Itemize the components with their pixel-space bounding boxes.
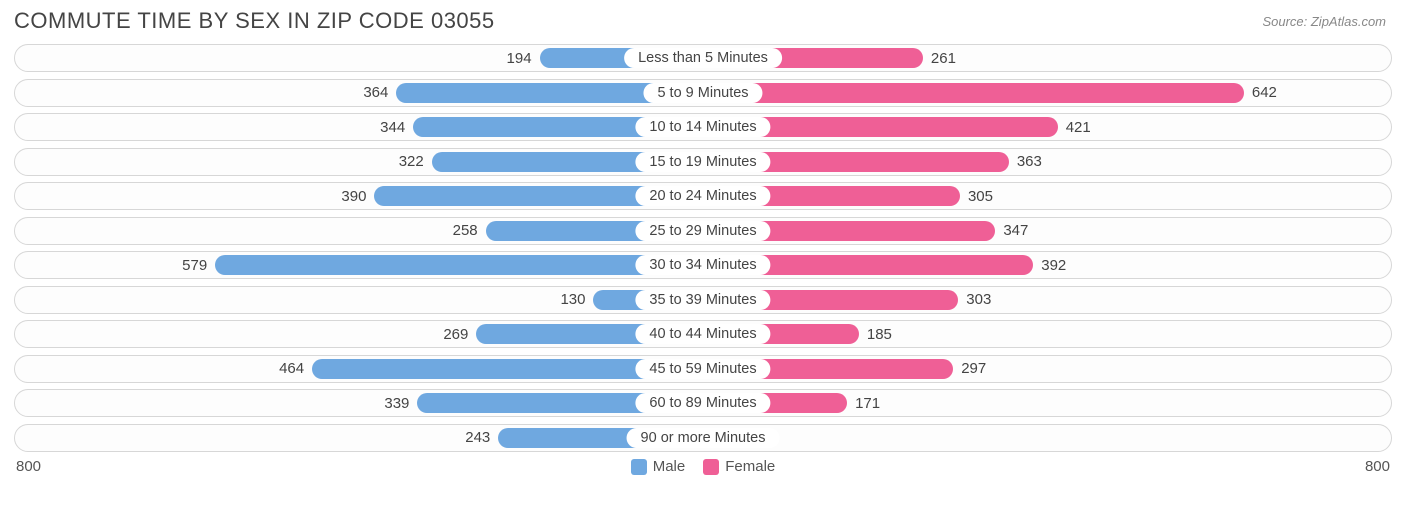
- bar-row: 344 421 10 to 14 Minutes: [14, 113, 1392, 141]
- chart-area: 194 261 Less than 5 Minutes 364 642 5 to 9 Mi…: [0, 40, 1406, 452]
- value-male: 258: [445, 218, 486, 244]
- value-male: 194: [499, 45, 540, 71]
- bar-row: 269 185 40 to 44 Minutes: [14, 320, 1392, 348]
- category-pill: 25 to 29 Minutes: [635, 221, 770, 241]
- value-male: 390: [333, 183, 374, 209]
- bar-row: 339 171 60 to 89 Minutes: [14, 389, 1392, 417]
- bar-male: [215, 255, 703, 275]
- value-female: 185: [859, 321, 900, 347]
- bar-row: 464 297 45 to 59 Minutes: [14, 355, 1392, 383]
- bar-row: 322 363 15 to 19 Minutes: [14, 148, 1392, 176]
- chart-header: Commute Time By Sex in Zip Code 03055 So…: [0, 0, 1406, 40]
- value-female: 261: [923, 45, 964, 71]
- value-male: 322: [391, 149, 432, 175]
- category-pill: 60 to 89 Minutes: [635, 393, 770, 413]
- category-pill: 45 to 59 Minutes: [635, 359, 770, 379]
- axis-left-label: 800: [16, 458, 41, 475]
- category-pill: 10 to 14 Minutes: [635, 117, 770, 137]
- bar-row: 2433390 or more Minutes: [14, 424, 1392, 452]
- bar-row: 258 347 25 to 29 Minutes: [14, 217, 1392, 245]
- value-female: 303: [958, 287, 999, 313]
- bar-row: 130 303 35 to 39 Minutes: [14, 286, 1392, 314]
- swatch-female: [703, 459, 719, 475]
- category-pill: Less than 5 Minutes: [624, 48, 782, 68]
- swatch-male: [631, 459, 647, 475]
- axis-right-label: 800: [1365, 458, 1390, 475]
- category-pill: 20 to 24 Minutes: [635, 186, 770, 206]
- category-pill: 30 to 34 Minutes: [635, 255, 770, 275]
- legend: Male Female: [631, 458, 776, 475]
- bar-female: [703, 83, 1244, 103]
- value-female: 363: [1009, 149, 1050, 175]
- value-female: 392: [1033, 252, 1074, 278]
- value-male: 243: [457, 425, 498, 451]
- value-female: 642: [1244, 80, 1285, 106]
- value-male: 130: [552, 287, 593, 313]
- bar-row: 390 305 20 to 24 Minutes: [14, 182, 1392, 210]
- bar-row: 364 642 5 to 9 Minutes: [14, 79, 1392, 107]
- value-male: 579: [174, 252, 215, 278]
- legend-item-male: Male: [631, 458, 686, 475]
- category-pill: 5 to 9 Minutes: [643, 83, 762, 103]
- value-male: 339: [376, 390, 417, 416]
- chart-title: Commute Time By Sex in Zip Code 03055: [14, 8, 495, 34]
- category-pill: 90 or more Minutes: [627, 428, 780, 448]
- value-female: 305: [960, 183, 1001, 209]
- value-male: 269: [435, 321, 476, 347]
- bar-row: 194 261 Less than 5 Minutes: [14, 44, 1392, 72]
- chart-source: Source: ZipAtlas.com: [1262, 14, 1386, 29]
- value-female: 171: [847, 390, 888, 416]
- category-pill: 15 to 19 Minutes: [635, 152, 770, 172]
- legend-label-male: Male: [653, 458, 686, 475]
- value-female: 297: [953, 356, 994, 382]
- axis-row: 800 Male Female 800: [0, 458, 1406, 475]
- legend-item-female: Female: [703, 458, 775, 475]
- value-male: 364: [355, 80, 396, 106]
- legend-label-female: Female: [725, 458, 775, 475]
- value-female: 421: [1058, 114, 1099, 140]
- category-pill: 40 to 44 Minutes: [635, 324, 770, 344]
- value-female: 347: [995, 218, 1036, 244]
- bar-row: 579 392 30 to 34 Minutes: [14, 251, 1392, 279]
- value-male: 344: [372, 114, 413, 140]
- value-male: 464: [271, 356, 312, 382]
- category-pill: 35 to 39 Minutes: [635, 290, 770, 310]
